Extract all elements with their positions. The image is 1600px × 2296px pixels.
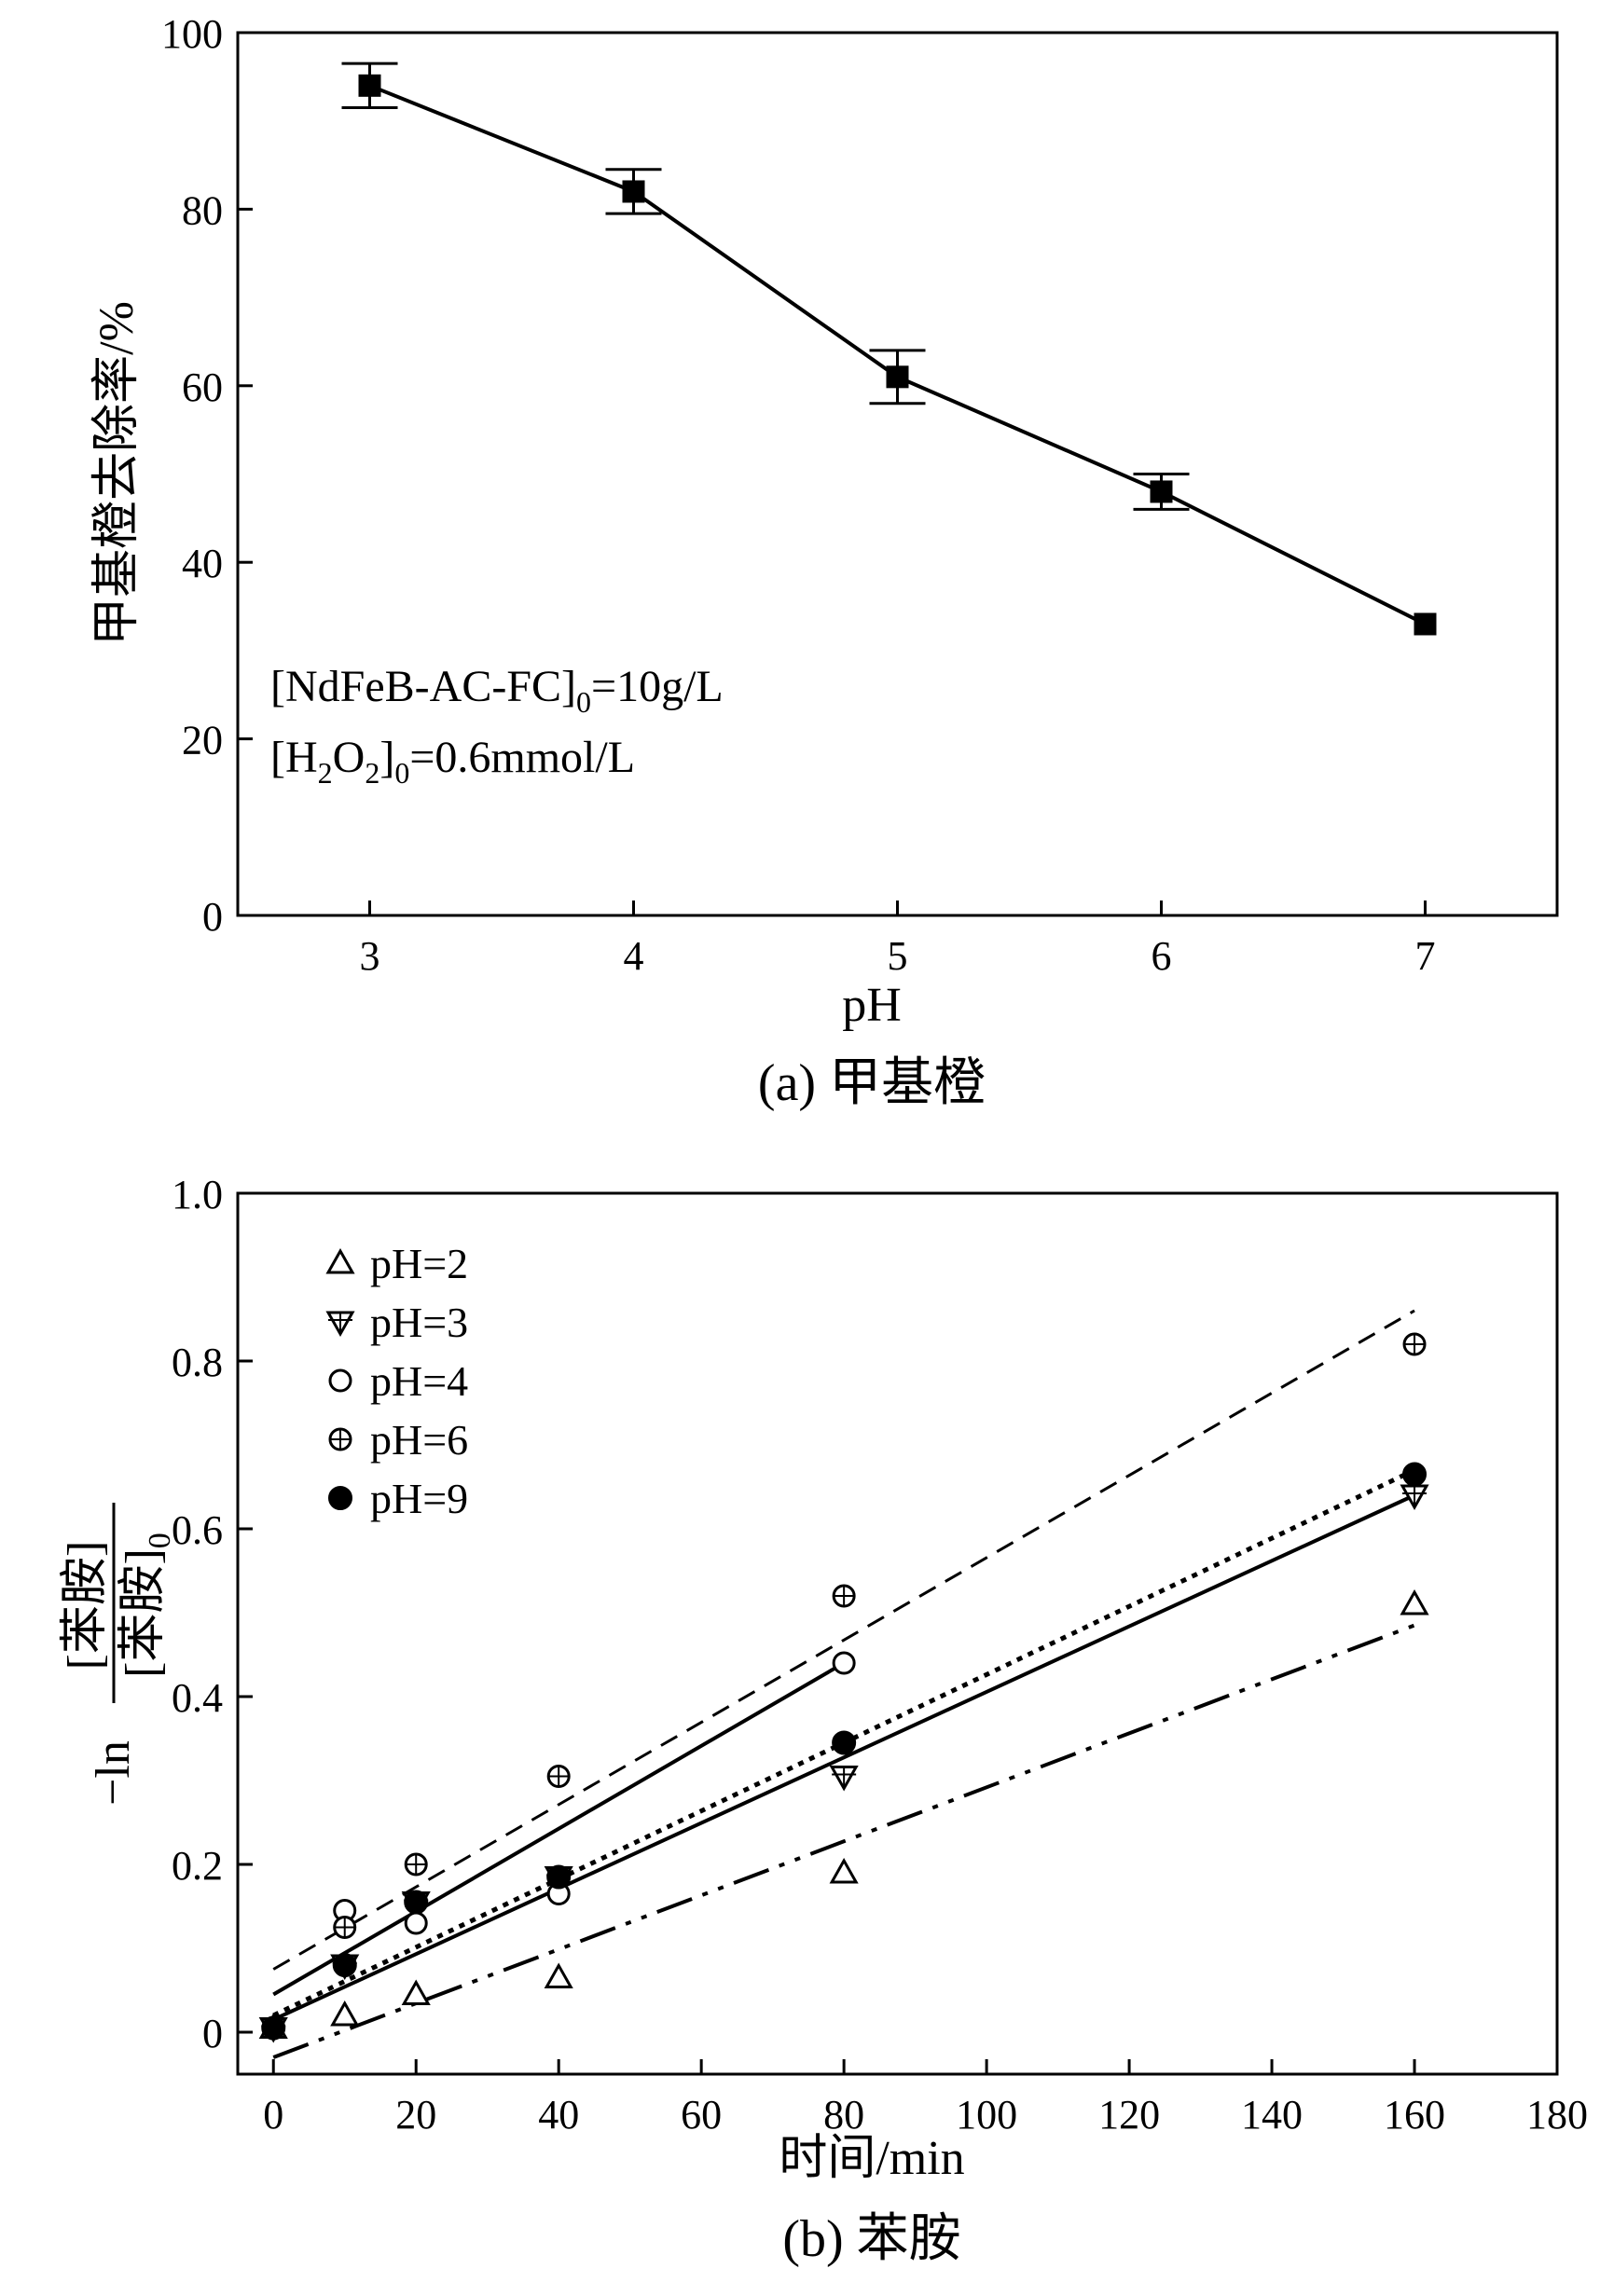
y-label-prefix: −ln xyxy=(87,1740,140,1806)
x-tick-label: 80 xyxy=(823,2092,864,2138)
x-tick-label: 100 xyxy=(956,2092,1017,2138)
annotation-catalyst: [NdFeB-AC-FC]0=10g/L xyxy=(270,662,724,719)
panel-b-y-label: −ln [苯胺] [苯胺]0 xyxy=(59,1503,177,1806)
legend-label: pH=6 xyxy=(370,1416,468,1464)
x-tick-label: 180 xyxy=(1526,2092,1588,2138)
x-tick-label: 20 xyxy=(395,2092,436,2138)
y-tick-label: 0.6 xyxy=(172,1507,223,1553)
x-tick-label: 3 xyxy=(360,933,380,979)
data-point xyxy=(404,1852,428,1877)
x-tick-label: 40 xyxy=(538,2092,579,2138)
data-point xyxy=(261,2015,286,2041)
x-tick-label: 4 xyxy=(624,933,644,979)
y-tick-label: 0 xyxy=(202,2011,223,2056)
x-tick-label: 7 xyxy=(1415,933,1436,979)
data-point xyxy=(544,1962,573,1988)
y-label-denominator: [苯胺]0 xyxy=(117,1533,177,1678)
legend-marker xyxy=(325,1247,355,1274)
x-tick-label: 5 xyxy=(888,933,908,979)
y-tick-label: 40 xyxy=(182,541,223,586)
fit-line xyxy=(272,1623,1415,2059)
data-point xyxy=(358,74,381,97)
y-tick-label: 1.0 xyxy=(172,1172,223,1217)
x-tick-label: 0 xyxy=(263,2092,283,2138)
data-point xyxy=(1414,612,1437,636)
fit-line xyxy=(272,1309,1415,1971)
data-point xyxy=(332,1953,357,1977)
legend-marker xyxy=(325,1311,355,1338)
x-tick-label: 160 xyxy=(1384,2092,1445,2138)
data-point xyxy=(404,1890,429,1915)
legend-label: pH=3 xyxy=(370,1299,468,1346)
data-point xyxy=(333,1916,357,1939)
panel-a-frame xyxy=(236,31,1559,917)
y-tick-label: 0.4 xyxy=(172,1675,223,1721)
legend-marker xyxy=(328,1427,352,1451)
data-point xyxy=(1402,1462,1428,1487)
x-tick-label: 140 xyxy=(1241,2092,1303,2138)
panel-b-x-label: 时间/min xyxy=(779,2132,964,2185)
data-point xyxy=(622,180,645,203)
legend-label: pH=4 xyxy=(370,1357,468,1405)
fit-line xyxy=(272,1493,1415,2022)
data-point xyxy=(546,1864,572,1890)
panel-a-y-label: 甲基橙去除率/% xyxy=(90,301,144,646)
y-tick-label: 0 xyxy=(202,894,223,940)
y-label-numerator: [苯胺] xyxy=(59,1541,112,1670)
fit-line xyxy=(272,1661,846,1997)
y-tick-label: 100 xyxy=(161,11,223,57)
y-tick-label: 0.2 xyxy=(172,1843,223,1889)
annotation-h2o2: [H2O2]0=0.6mmol/L xyxy=(270,733,635,790)
panel-a: 3 4 5 6 7 0 20 40 60 80 100 [NdFeB-AC-FC]0=10g/L [… xyxy=(90,11,1559,1112)
data-point xyxy=(829,1766,859,1792)
data-point xyxy=(1400,1484,1429,1511)
x-tick-label: 60 xyxy=(681,2092,722,2138)
data-point xyxy=(1400,1588,1429,1615)
data-point xyxy=(832,1730,857,1755)
y-tick-label: 0.8 xyxy=(172,1340,223,1385)
x-tick-label: 120 xyxy=(1098,2092,1160,2138)
panel-a-x-label: pH xyxy=(842,979,902,1032)
panel-b: 0 20 40 60 80 100 120 140 160 180 0 0.2 0.4 0.6 0.8 1.0… xyxy=(59,1172,1588,2268)
data-point xyxy=(829,1857,859,1884)
y-tick-label: 80 xyxy=(182,187,223,233)
panel-a-caption: (a) 甲基橙 xyxy=(758,1054,986,1112)
data-point xyxy=(546,1765,571,1788)
panel-b-frame xyxy=(236,1191,1559,2076)
legend-label: pH=9 xyxy=(370,1475,468,1522)
legend-label: pH=2 xyxy=(370,1240,468,1287)
x-tick-label: 6 xyxy=(1152,933,1172,979)
panel-b-caption: (b) 苯胺 xyxy=(782,2210,960,2268)
data-point xyxy=(1402,1332,1427,1356)
legend-marker xyxy=(328,1486,352,1510)
legend: pH=2 pH=3 pH=4 pH=6 pH=9 xyxy=(325,1240,468,1522)
data-point xyxy=(404,1911,428,1935)
legend-marker xyxy=(328,1368,352,1393)
data-point xyxy=(330,2000,360,2027)
data-point xyxy=(886,365,909,389)
data-point xyxy=(1150,480,1173,503)
data-point xyxy=(832,1584,856,1608)
y-tick-label: 60 xyxy=(182,364,223,410)
data-point xyxy=(401,1979,431,2005)
y-tick-label: 20 xyxy=(182,718,223,763)
data-point xyxy=(832,1651,856,1675)
